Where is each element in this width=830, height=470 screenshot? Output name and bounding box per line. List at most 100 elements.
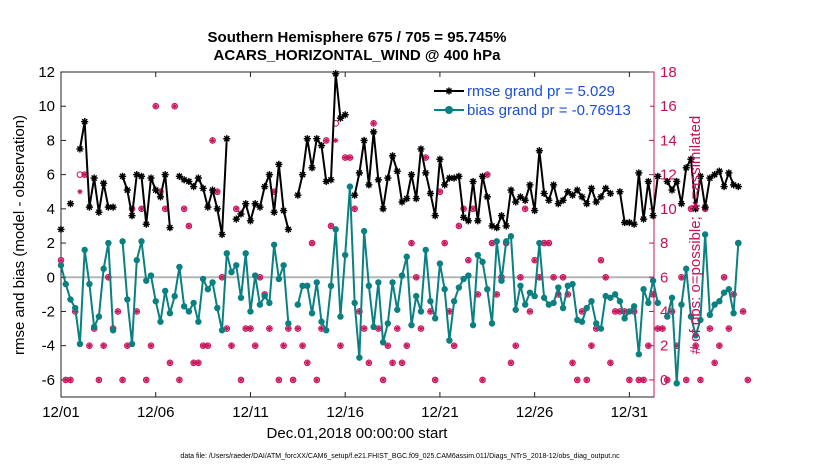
rmse-point — [512, 198, 520, 206]
rmse-point — [294, 191, 302, 199]
y-tick-label-right: 16 — [660, 98, 677, 115]
obs-possible-point — [559, 273, 567, 281]
bias-point — [204, 286, 212, 293]
obs-assimilated-point — [219, 274, 225, 280]
chart-title-line-2: ACARS_HORIZONTAL_WIND @ 400 hPa — [214, 47, 502, 64]
obs-possible-point — [308, 239, 316, 247]
obs-assimilated-point — [153, 103, 159, 109]
obs-possible-point — [569, 359, 576, 367]
obs-assimilated-point — [67, 377, 74, 383]
y-tick-label-left: 2 — [47, 235, 55, 252]
bias-point — [697, 316, 704, 324]
rmse-point — [682, 164, 690, 172]
rmse-point — [441, 181, 449, 189]
bias-point — [81, 246, 88, 254]
y-tick-label-right: 2 — [660, 338, 668, 355]
x-tick-label: 12/01 — [42, 404, 80, 421]
rmse-point — [360, 136, 368, 145]
bias-point — [621, 315, 628, 322]
obs-assimilated-point — [318, 325, 325, 332]
obs-assimilated-point — [337, 343, 344, 349]
obs-assimilated-point — [659, 325, 666, 332]
obs-assimilated-point — [380, 377, 386, 383]
rmse-point — [137, 172, 146, 180]
rmse-point — [663, 177, 671, 186]
y-tick-label-right: 12 — [660, 167, 677, 184]
obs-assimilated-point — [683, 377, 689, 383]
rmse-point — [379, 205, 387, 213]
bias-point — [678, 301, 685, 308]
bias-point — [507, 233, 515, 240]
y-tick-label-right: 6 — [660, 269, 668, 286]
obs-assimilated-point — [347, 154, 353, 161]
obs-assimilated-point — [541, 240, 547, 246]
rmse-point — [109, 203, 117, 211]
obs-assimilated-point — [536, 274, 542, 280]
bias-point — [716, 298, 723, 305]
obs-assimilated-point — [233, 206, 239, 212]
bias-point — [427, 298, 434, 305]
bias-point — [683, 265, 690, 272]
rmse-point — [208, 186, 217, 194]
rmse-point — [166, 224, 174, 232]
obs-possible-point — [356, 308, 363, 315]
obs-possible-point — [114, 308, 122, 315]
bias-point — [626, 308, 633, 315]
obs-assimilated-point — [721, 274, 727, 280]
rmse-point — [123, 186, 131, 194]
bias-point — [128, 340, 136, 348]
obs-assimilated-point — [399, 360, 405, 366]
rmse-point — [336, 114, 345, 122]
bias-point — [588, 298, 595, 305]
x-tick-label: 12/06 — [137, 404, 175, 421]
obs-possible-point — [521, 205, 529, 213]
x-tick-label: 12/26 — [516, 404, 554, 421]
bias-point — [119, 238, 126, 245]
obs-assimilated-point — [470, 206, 476, 212]
obs-assimilated-point — [513, 343, 519, 349]
obs-assimilated-point — [740, 308, 746, 315]
bias-point — [607, 294, 614, 301]
rmse-point — [725, 169, 733, 177]
bias-point — [436, 260, 444, 267]
rmse-point — [412, 194, 420, 203]
bias-point — [654, 299, 661, 307]
rmse-point — [194, 174, 202, 182]
obs-assimilated-point — [588, 343, 595, 349]
obs-assimilated-point — [257, 274, 263, 280]
rmse-point — [66, 200, 75, 208]
bias-point — [57, 262, 65, 269]
bias-point — [171, 292, 178, 300]
obs-assimilated-point — [517, 274, 524, 280]
rmse-point — [692, 205, 700, 213]
x-axis-label: Dec.01,2018 00:00:00 start — [267, 425, 449, 442]
rmse-point — [156, 193, 165, 201]
rmse-point — [57, 225, 65, 233]
legend-entry-bias: bias grand pr = -0.76913 — [467, 102, 631, 119]
bias-point — [76, 340, 84, 348]
obs-assimilated-point — [598, 257, 604, 263]
obs-possible-point — [465, 256, 472, 264]
bias-point — [332, 226, 339, 233]
obs-possible-point — [370, 120, 377, 127]
bias-point — [701, 231, 709, 238]
legend-rmse-star — [445, 87, 453, 95]
rmse-point — [630, 220, 638, 228]
rmse-point — [606, 189, 615, 198]
rmse-point — [616, 188, 624, 196]
bias-point — [209, 279, 216, 286]
bias-point — [365, 282, 373, 290]
rmse-point — [583, 200, 591, 208]
rmse-point — [654, 172, 662, 180]
obs-possible-point — [412, 273, 420, 281]
rmse-point — [204, 203, 212, 211]
rmse-point — [564, 188, 572, 196]
obs-assimilated-point — [309, 240, 315, 246]
obs-possible-point — [327, 222, 335, 230]
bias-point — [474, 251, 482, 259]
obs-assimilated-point — [603, 274, 609, 280]
bias-point — [465, 272, 472, 279]
bias-point — [498, 277, 505, 284]
rmse-point — [265, 171, 274, 179]
bias-point — [616, 298, 624, 305]
